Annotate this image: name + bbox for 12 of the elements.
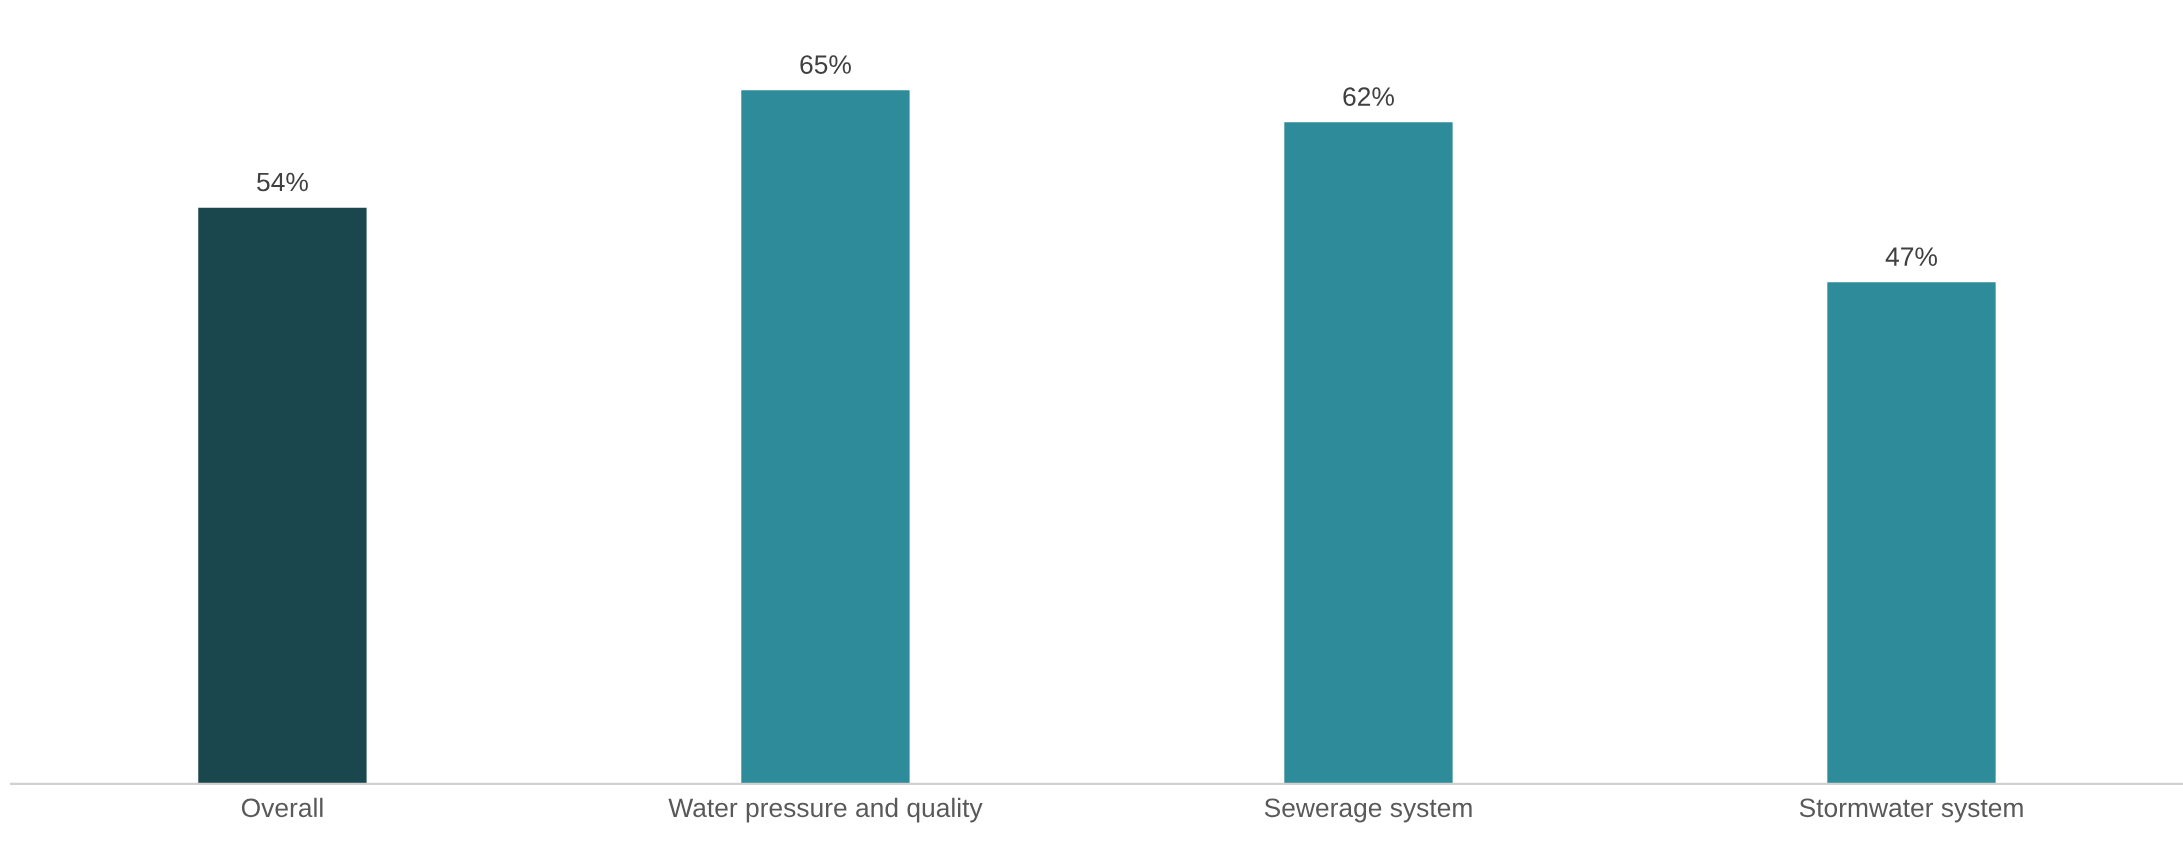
x-tick-label: Water pressure and quality	[668, 797, 983, 823]
bar	[1284, 122, 1453, 784]
x-tick-label: Stormwater system	[1799, 798, 2023, 823]
data-label: 62%	[1343, 87, 1394, 106]
bar	[1827, 282, 1996, 784]
data-label: 54%	[257, 172, 308, 192]
bar	[741, 90, 910, 784]
bar	[198, 207, 367, 784]
data-label: 47%	[1885, 247, 1937, 266]
x-tick-label: Overall	[241, 797, 323, 818]
data-label: 65%	[800, 55, 851, 74]
x-tick-label: Sewerage system	[1264, 798, 1472, 823]
